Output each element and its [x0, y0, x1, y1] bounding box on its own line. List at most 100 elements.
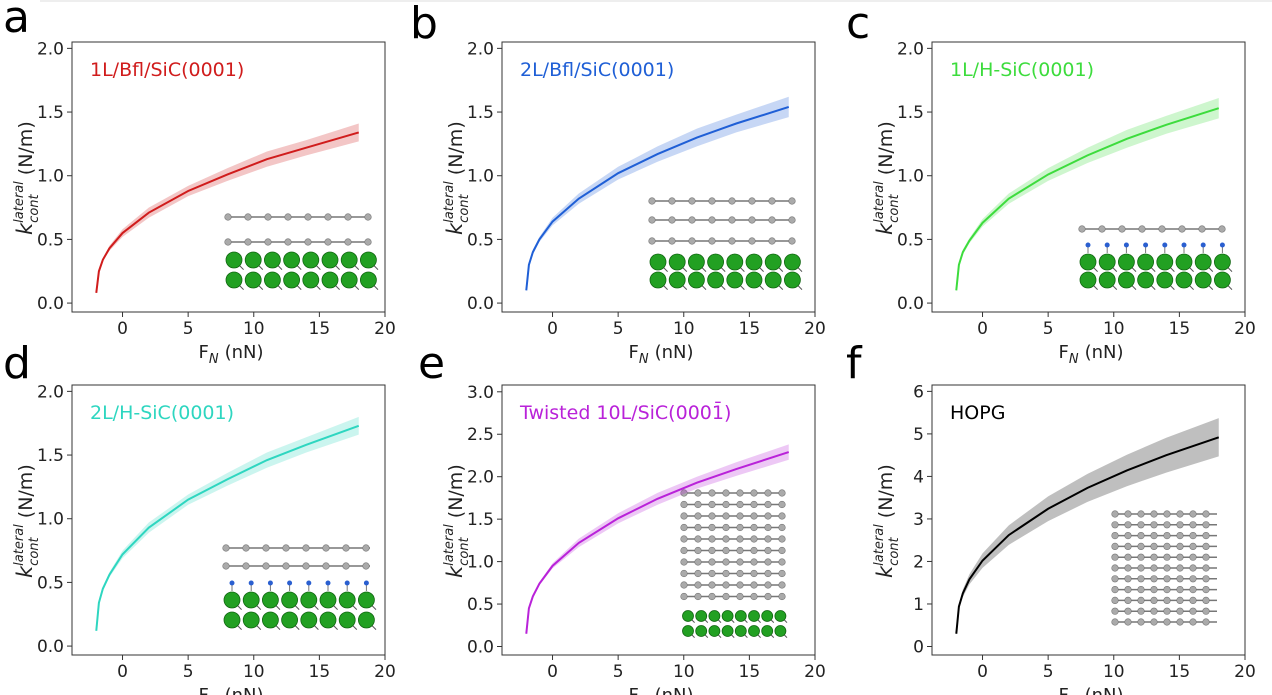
carbon-atom	[1189, 510, 1197, 518]
si-atom	[748, 610, 760, 622]
carbon-atom	[694, 569, 702, 578]
h-atom	[1143, 242, 1149, 248]
y-label-subscript: cont	[457, 536, 472, 565]
y-label-symbol: k	[13, 565, 37, 578]
h-atom	[1104, 242, 1110, 248]
carbon-atom	[1137, 521, 1145, 529]
x-tick-label: 20	[374, 662, 396, 682]
carbon-atom	[736, 569, 744, 578]
carbon-atom	[778, 546, 786, 555]
carbon-atom	[722, 535, 730, 543]
carbon-atom	[764, 558, 772, 566]
h-atom	[1123, 242, 1129, 248]
y-label-symbol: k	[873, 222, 897, 235]
carbon-atom	[736, 558, 744, 566]
x-label-unit: (nN)	[655, 685, 694, 695]
carbon-atom	[668, 237, 676, 245]
panel: 0 5 10 15 20 0.0 0.5 1.0 1.5 2.0 1L/Bfl/SiC(0001) F…	[12, 39, 396, 367]
carbon-atom	[1163, 510, 1171, 518]
si-atom	[761, 610, 774, 622]
carbon-atom	[680, 546, 688, 555]
si-atom	[1175, 253, 1193, 271]
y-label-subscript: cont	[887, 536, 902, 565]
si-atom	[764, 271, 782, 289]
si-atom	[359, 251, 377, 269]
si-atom	[321, 251, 339, 269]
x-tick-label: 15	[1169, 662, 1191, 682]
carbon-atom	[736, 581, 744, 589]
carbon-atom	[1137, 596, 1145, 604]
si-atom	[783, 253, 801, 271]
x-tick-label: 10	[1103, 319, 1125, 339]
carbon-atom	[764, 581, 772, 589]
si-atom	[687, 271, 705, 289]
si-atom	[244, 271, 262, 289]
carbon-atom	[750, 592, 758, 601]
carbon-atom	[362, 562, 370, 570]
carbon-atom	[1176, 532, 1184, 540]
carbon-atom	[668, 197, 676, 205]
x-tick-label: 5	[183, 662, 194, 682]
si-atom	[319, 591, 337, 609]
y-tick-label: 0.5	[467, 230, 494, 250]
si-atom	[721, 610, 734, 622]
carbon-atom	[736, 546, 744, 555]
h-atom	[344, 580, 350, 586]
y-tick-label: 1	[913, 595, 924, 615]
carbon-atom	[222, 562, 230, 570]
y-tick-label: 0.0	[37, 294, 64, 314]
y-label-subscript: cont	[457, 193, 472, 222]
carbon-atom	[728, 237, 736, 245]
si-atom	[1079, 253, 1097, 271]
carbon-atom	[1124, 596, 1132, 604]
y-tick-label: 2.0	[897, 39, 924, 59]
carbon-atom	[764, 523, 772, 532]
carbon-atom	[1176, 510, 1184, 518]
x-tick-label: 5	[183, 319, 194, 339]
carbon-atom	[694, 592, 702, 601]
carbon-atom	[242, 544, 250, 552]
carbon-atom	[1150, 596, 1158, 604]
si-atom	[359, 271, 377, 289]
carbon-atom	[668, 216, 676, 224]
carbon-atom	[1176, 521, 1184, 529]
si-atom	[726, 271, 744, 289]
carbon-atom	[364, 213, 372, 221]
panel: 0 5 10 15 20 0.0 0.5 1.0 1.5 2.0 2L/H-SiC(0001) FN(…	[12, 382, 396, 695]
carbon-atom	[244, 238, 252, 246]
y-tick-label: 5	[913, 425, 924, 445]
carbon-atom	[680, 558, 688, 566]
x-tick-label: 20	[1234, 662, 1256, 682]
carbon-atom	[324, 238, 332, 246]
si-atom	[263, 271, 281, 289]
carbon-atom	[722, 546, 730, 555]
carbon-atom	[1163, 596, 1171, 604]
carbon-atom	[1111, 607, 1119, 615]
x-tick-label: 5	[1043, 662, 1054, 682]
y-tick-label: 1.5	[467, 103, 494, 123]
carbon-atom	[1124, 510, 1132, 518]
x-tick-label: 0	[117, 662, 128, 682]
carbon-atom	[244, 213, 252, 221]
y-axis-label: klateralcont (N/m)	[442, 464, 472, 578]
si-atom	[338, 591, 356, 609]
carbon-atom	[322, 562, 330, 570]
si-atom	[1213, 271, 1231, 289]
y-label-subscript: cont	[887, 193, 902, 222]
x-tick-label: 5	[613, 319, 624, 339]
carbon-atom	[1124, 553, 1132, 561]
si-atom	[223, 611, 241, 629]
legend-label: 2L/Bfl/SiC(0001)	[520, 59, 674, 81]
carbon-atom	[694, 558, 702, 566]
carbon-atom	[1124, 542, 1132, 550]
y-label-unit: (N/m)	[15, 121, 37, 175]
carbon-atom	[1150, 586, 1158, 594]
carbon-atom	[1202, 586, 1210, 594]
data-line	[525, 105, 790, 291]
si-atom	[357, 611, 375, 629]
y-label-unit: (N/m)	[445, 464, 467, 518]
h-atom	[1219, 242, 1225, 248]
y-label-superscript: lateral	[12, 181, 27, 223]
si-atom	[708, 610, 721, 622]
h-atom	[306, 580, 312, 586]
